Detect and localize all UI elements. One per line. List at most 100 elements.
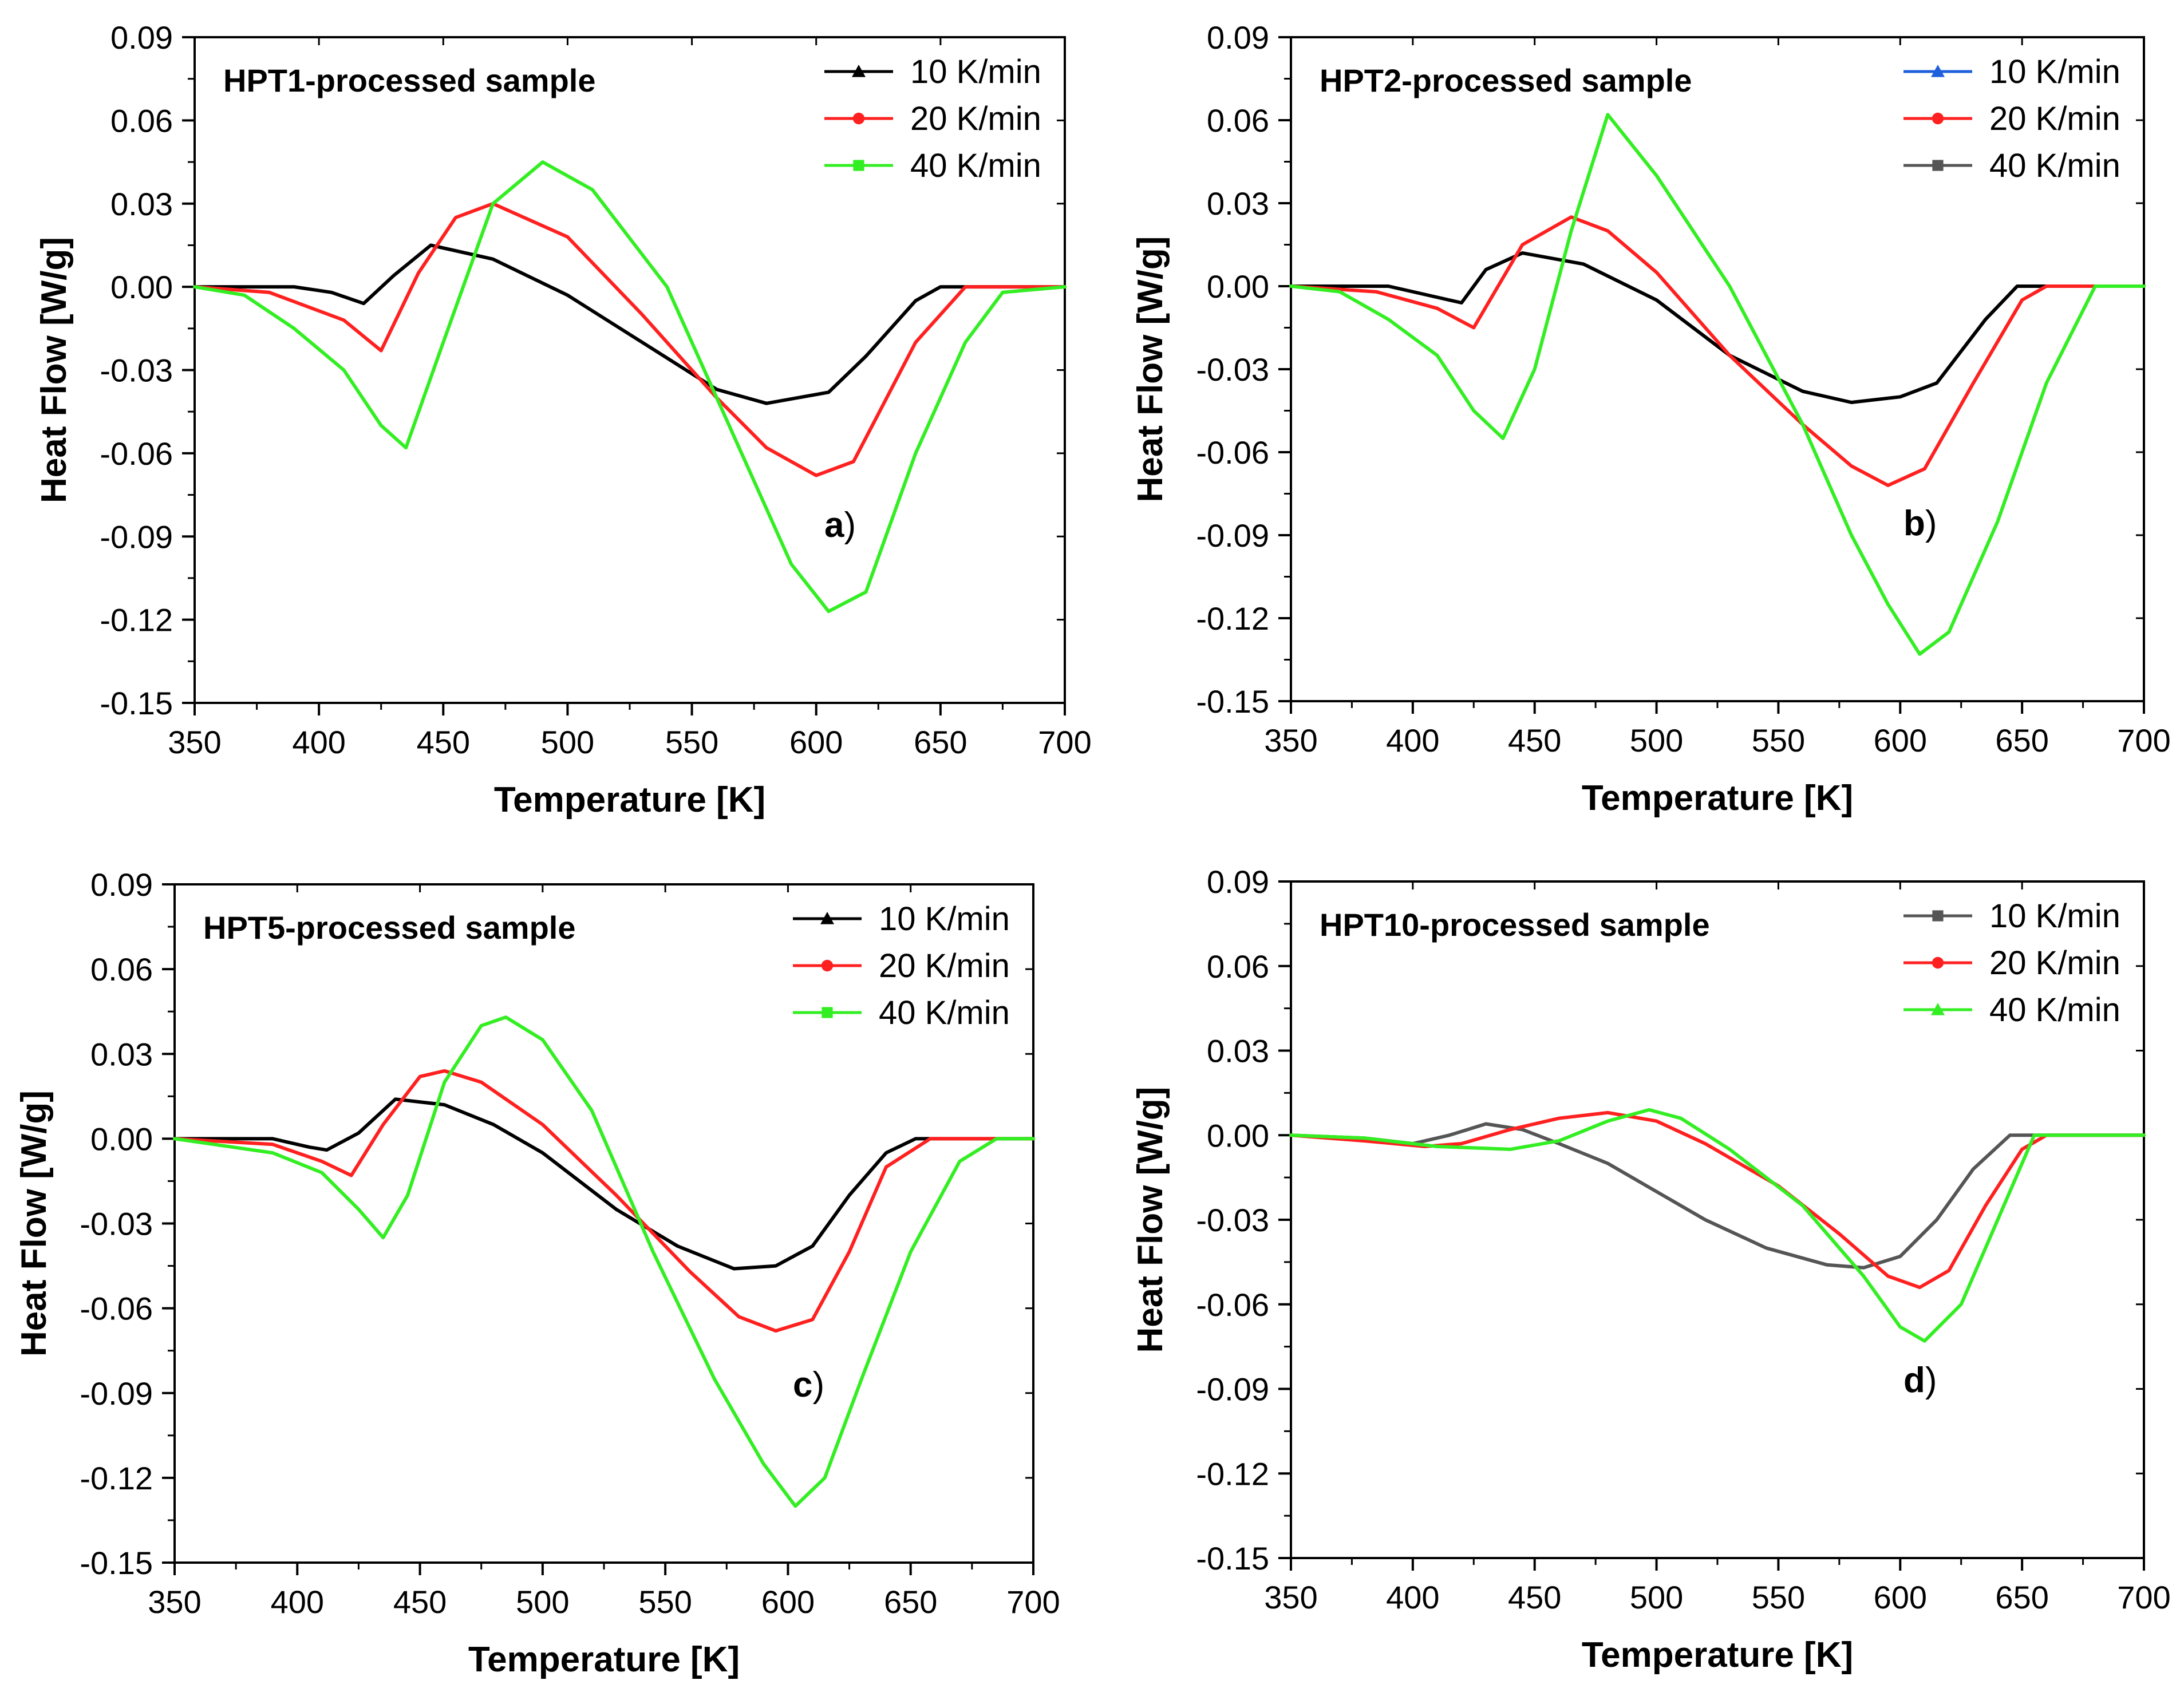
legend-marker <box>852 112 865 125</box>
y-tick-label: -0.15 <box>100 685 173 721</box>
x-tick-label: 450 <box>1508 1579 1561 1615</box>
x-axis-title: Temperature [K] <box>1582 778 1853 818</box>
x-tick-label: 600 <box>761 1584 815 1620</box>
y-axis-title: Heat Flow [W/g] <box>1131 236 1170 503</box>
panel-b: 0.09 0.06 0.03 0.00 -0.03 -0.06 -0.09 -0.12 -0.1… <box>1131 19 2171 818</box>
x-tick-label: 500 <box>1630 722 1683 758</box>
legend-marker <box>1932 910 1944 922</box>
x-tick-label: 650 <box>1995 722 2048 758</box>
y-tick-label: 0.06 <box>1207 948 1269 985</box>
x-tick-label: 500 <box>516 1584 569 1620</box>
x-tick-label: 600 <box>1874 1579 1927 1615</box>
x-tick-label: 600 <box>1874 722 1927 758</box>
legend-label: 10 K/min <box>910 53 1041 90</box>
panel-paren: ) <box>812 1365 824 1405</box>
y-tick-label: -0.15 <box>1196 683 1269 719</box>
x-tick-label: 550 <box>638 1584 692 1620</box>
series-line-2 <box>1289 1108 2146 1343</box>
y-tick-label: 0.00 <box>110 269 173 305</box>
y-tick-label: -0.06 <box>1196 1287 1269 1323</box>
x-tick-label: 700 <box>2117 722 2170 758</box>
panel-c: 0.09 0.06 0.03 0.00 -0.03 -0.06 -0.09 -0.12 -0.1… <box>14 867 1060 1679</box>
y-tick-label: -0.15 <box>1196 1540 1269 1576</box>
plot-frame <box>1290 880 2145 1559</box>
panel-title: HPT1-processed sample <box>223 62 595 98</box>
y-tick-label: 0.06 <box>110 102 173 139</box>
y-tick-label: 0.00 <box>1207 1117 1269 1153</box>
x-tick-label: 700 <box>1038 724 1091 760</box>
panel-d: 0.09 0.06 0.03 0.00 -0.03 -0.06 -0.09 -0.12 -0.1… <box>1131 864 2171 1675</box>
x-tick-label: 550 <box>1752 722 1805 758</box>
x-tick-label: 500 <box>1630 1579 1683 1615</box>
series-line-0 <box>1289 1122 2146 1270</box>
series-line-1 <box>173 1069 1035 1333</box>
panel-title: HPT2-processed sample <box>1320 62 1692 98</box>
y-tick-label: -0.09 <box>100 519 173 555</box>
legend-label: 40 K/min <box>1989 991 2120 1029</box>
legend-label: 10 K/min <box>1989 53 2120 90</box>
y-tick-label: 0.06 <box>90 951 153 987</box>
panel-label: b) <box>1903 504 1937 543</box>
legend-label: 10 K/min <box>1989 898 2120 935</box>
legend-marker <box>1931 65 1945 77</box>
panel-label: d) <box>1903 1361 1937 1400</box>
series-line-2 <box>193 160 1067 614</box>
legend-marker <box>1932 112 1944 125</box>
legend-label: 20 K/min <box>1989 100 2120 137</box>
x-tick-label: 450 <box>1508 722 1561 758</box>
series-line-0 <box>1289 251 2146 404</box>
x-tick-label: 400 <box>271 1584 324 1620</box>
series-line-1 <box>1289 1110 2146 1290</box>
y-tick-label: 0.09 <box>110 19 173 56</box>
y-tick-label: 0.00 <box>90 1121 153 1157</box>
y-tick-label: -0.06 <box>100 436 173 472</box>
legend-label: 10 K/min <box>879 900 1010 938</box>
x-tick-label: 350 <box>1264 1579 1317 1615</box>
x-axis-title: Temperature [K] <box>494 780 765 820</box>
y-tick-label: -0.12 <box>1196 1456 1269 1492</box>
x-tick-label: 400 <box>1386 1579 1439 1615</box>
y-tick-label: 0.03 <box>1207 185 1269 222</box>
x-tick-label: 550 <box>665 724 718 760</box>
y-tick-label: -0.09 <box>80 1375 153 1412</box>
y-tick-label: -0.15 <box>80 1545 153 1581</box>
x-tick-label: 500 <box>541 724 594 760</box>
x-tick-label: 600 <box>789 724 843 760</box>
panel-title: HPT10-processed sample <box>1320 907 1710 943</box>
panel-label: a) <box>824 505 856 545</box>
panel-letter: a <box>824 505 844 545</box>
legend-marker <box>820 912 834 924</box>
y-tick-label: -0.09 <box>1196 517 1269 554</box>
legend-label: 40 K/min <box>910 147 1041 184</box>
y-tick-label: 0.03 <box>110 186 173 222</box>
y-tick-label: 0.00 <box>1207 268 1269 305</box>
legend-label: 20 K/min <box>910 100 1041 137</box>
y-tick-label: -0.12 <box>1196 600 1269 636</box>
x-tick-label: 550 <box>1752 1579 1805 1615</box>
panel-title: HPT5-processed sample <box>203 910 575 946</box>
legend-label: 20 K/min <box>1989 944 2120 982</box>
y-axis-title: Heat Flow [W/g] <box>14 1090 54 1357</box>
y-tick-label: 0.03 <box>1207 1033 1269 1069</box>
series-line-0 <box>193 243 1067 405</box>
y-tick-label: -0.12 <box>80 1460 153 1496</box>
y-tick-label: -0.06 <box>80 1291 153 1327</box>
y-tick-label: 0.09 <box>90 867 153 903</box>
legend-marker <box>822 1007 833 1018</box>
y-tick-label: -0.03 <box>1196 351 1269 388</box>
panel-label: c) <box>793 1365 824 1405</box>
x-tick-label: 700 <box>2117 1579 2170 1615</box>
y-axis-title: Heat Flow [W/g] <box>1131 1087 1170 1353</box>
x-axis-title: Temperature [K] <box>468 1640 740 1679</box>
y-tick-label: 0.06 <box>1207 102 1269 139</box>
legend-marker <box>852 65 866 77</box>
series-line-0 <box>173 1097 1035 1271</box>
x-tick-label: 400 <box>292 724 345 760</box>
series-line-2 <box>173 1015 1035 1508</box>
y-tick-label: -0.12 <box>100 602 173 638</box>
y-tick-label: -0.03 <box>100 353 173 389</box>
panel-a: 0.09 0.06 0.03 0.00 -0.03 -0.06 -0.09 -0.12 -0.1… <box>34 19 1092 820</box>
panel-paren: ) <box>1925 504 1937 543</box>
x-tick-label: 700 <box>1006 1584 1060 1620</box>
x-tick-label: 350 <box>168 724 221 760</box>
